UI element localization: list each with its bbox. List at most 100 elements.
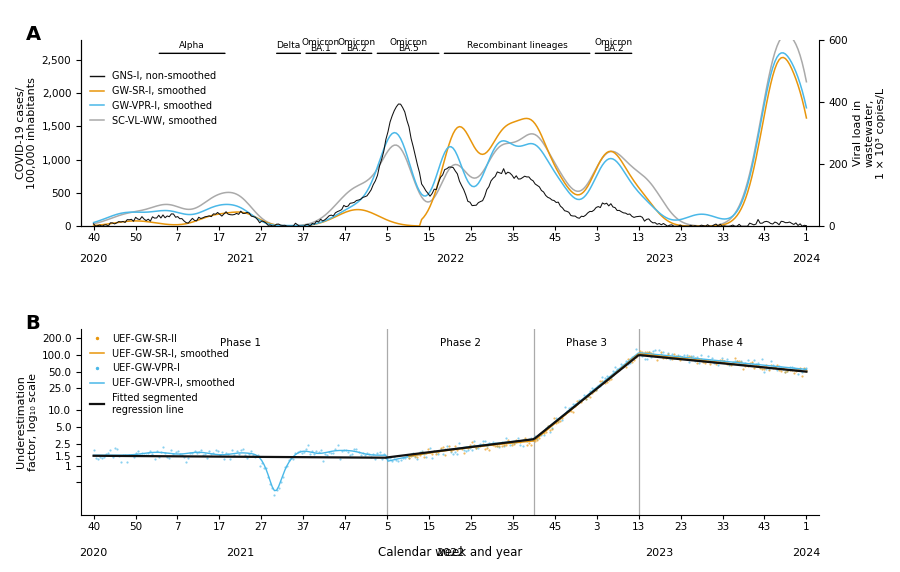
Point bbox=[503, 438, 517, 447]
Point bbox=[538, 428, 553, 437]
Point bbox=[463, 443, 477, 452]
Text: A: A bbox=[25, 25, 40, 44]
Point bbox=[307, 450, 321, 459]
Point bbox=[148, 454, 162, 463]
Point bbox=[669, 352, 683, 361]
Point bbox=[518, 435, 532, 444]
Point bbox=[787, 363, 801, 372]
Text: Omicron: Omicron bbox=[595, 38, 633, 47]
Point bbox=[442, 444, 456, 454]
Point bbox=[574, 395, 589, 404]
Point bbox=[610, 367, 625, 376]
Point bbox=[541, 422, 555, 431]
Point bbox=[482, 439, 496, 448]
Point bbox=[730, 356, 744, 366]
Point bbox=[680, 352, 694, 362]
Point bbox=[576, 390, 590, 399]
Point bbox=[717, 356, 732, 365]
Point bbox=[387, 452, 401, 462]
Point bbox=[500, 435, 515, 444]
Point bbox=[557, 402, 572, 411]
Text: Phase 1: Phase 1 bbox=[220, 339, 261, 348]
Point bbox=[294, 448, 309, 457]
Point bbox=[572, 396, 587, 405]
Point bbox=[219, 449, 233, 458]
Point bbox=[467, 441, 482, 450]
Point bbox=[423, 447, 437, 456]
Point bbox=[669, 352, 683, 362]
Text: 2024: 2024 bbox=[792, 548, 821, 558]
Point bbox=[570, 400, 584, 409]
Point bbox=[787, 369, 801, 378]
Text: 2023: 2023 bbox=[645, 253, 674, 264]
Point bbox=[654, 349, 669, 359]
Point bbox=[187, 447, 202, 456]
Point bbox=[494, 438, 508, 447]
Point bbox=[341, 447, 356, 456]
Point bbox=[105, 453, 120, 462]
Point bbox=[263, 480, 277, 489]
Point bbox=[456, 446, 471, 455]
Point bbox=[716, 353, 730, 363]
Point bbox=[316, 456, 330, 466]
Point bbox=[374, 454, 389, 463]
Text: 2020: 2020 bbox=[79, 253, 108, 264]
Point bbox=[459, 443, 473, 452]
Point bbox=[366, 450, 381, 459]
Point bbox=[757, 367, 771, 376]
Point bbox=[686, 352, 700, 361]
Point bbox=[212, 450, 227, 459]
Point bbox=[645, 346, 660, 355]
Point bbox=[616, 362, 631, 371]
Point bbox=[463, 441, 477, 450]
Point bbox=[633, 347, 647, 356]
Point bbox=[568, 402, 582, 411]
Point bbox=[398, 454, 412, 463]
Point bbox=[149, 446, 164, 455]
Point bbox=[604, 373, 618, 382]
Point bbox=[454, 444, 469, 453]
Point bbox=[610, 364, 625, 374]
Point bbox=[776, 364, 790, 374]
Point bbox=[591, 382, 606, 391]
Point bbox=[782, 366, 796, 375]
Point bbox=[519, 436, 534, 445]
Point bbox=[181, 453, 195, 462]
Point bbox=[425, 449, 439, 458]
Point bbox=[297, 448, 311, 457]
Point bbox=[473, 442, 488, 451]
Point bbox=[195, 451, 210, 460]
Point bbox=[788, 367, 803, 376]
Point bbox=[253, 462, 267, 471]
Point bbox=[446, 444, 461, 454]
Point bbox=[310, 446, 324, 455]
Point bbox=[678, 353, 692, 363]
Point bbox=[681, 357, 696, 366]
Point bbox=[709, 360, 724, 369]
Text: 2020: 2020 bbox=[79, 548, 108, 558]
Point bbox=[618, 362, 633, 371]
Point bbox=[741, 355, 755, 364]
Point bbox=[250, 450, 265, 459]
Point bbox=[357, 450, 372, 459]
Point bbox=[522, 439, 536, 448]
Point bbox=[678, 351, 692, 360]
Point bbox=[650, 355, 664, 364]
Point bbox=[267, 490, 282, 499]
Point bbox=[278, 463, 293, 472]
Point bbox=[381, 454, 395, 463]
Point bbox=[225, 446, 239, 455]
Point bbox=[620, 359, 634, 368]
Point bbox=[662, 352, 677, 362]
Point bbox=[599, 378, 614, 387]
Point bbox=[408, 452, 422, 461]
Point bbox=[555, 413, 570, 422]
Point bbox=[576, 393, 590, 402]
Point bbox=[593, 376, 608, 386]
Point bbox=[417, 450, 431, 459]
Point bbox=[585, 389, 599, 398]
Point bbox=[642, 348, 656, 357]
Point bbox=[465, 446, 480, 455]
Point bbox=[751, 358, 765, 367]
Point bbox=[362, 450, 376, 459]
